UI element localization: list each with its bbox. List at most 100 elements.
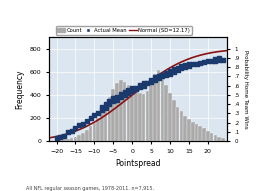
Bar (206, 131, 210, 141)
Point (96, 112, 100, 115)
Bar (112, 89, 115, 141)
Point (62, 134, 66, 137)
Bar (172, 100, 176, 141)
Bar (168, 93, 172, 141)
Point (73, 127, 78, 130)
Y-axis label: Probability Home Team Wins: Probability Home Team Wins (243, 50, 248, 129)
Point (123, 93, 127, 96)
Bar (104, 105, 108, 141)
Bar (221, 138, 225, 141)
Bar (153, 74, 157, 141)
Bar (145, 91, 149, 141)
Text: All NFL regular season games, 1978-2011. n=7,915.: All NFL regular season games, 1978-2011.… (26, 186, 154, 191)
Bar (210, 133, 214, 141)
Point (92, 114, 97, 117)
Point (172, 70, 176, 73)
Point (187, 65, 191, 68)
Bar (58, 140, 62, 141)
Point (100, 108, 104, 111)
Bar (123, 82, 127, 141)
Point (153, 76, 157, 79)
Point (191, 63, 195, 66)
Point (217, 58, 221, 61)
Point (183, 64, 187, 67)
Bar (157, 70, 160, 141)
Bar (149, 83, 153, 141)
Bar (180, 111, 183, 141)
X-axis label: Pointspread: Pointspread (115, 159, 161, 168)
Point (69, 129, 74, 133)
Point (119, 92, 123, 96)
Point (179, 67, 184, 70)
Bar (134, 90, 138, 141)
Point (156, 74, 161, 77)
Bar (108, 97, 111, 141)
Point (160, 75, 165, 78)
Point (119, 95, 123, 98)
Point (81, 122, 85, 125)
Point (217, 57, 221, 60)
Point (104, 103, 108, 106)
Point (164, 73, 168, 76)
Point (145, 81, 149, 84)
Point (115, 95, 119, 98)
Point (172, 68, 176, 71)
Point (134, 86, 138, 89)
Point (141, 81, 146, 84)
Bar (130, 88, 134, 141)
Point (130, 90, 134, 93)
Point (213, 59, 218, 62)
Point (134, 88, 138, 91)
Point (175, 69, 180, 72)
Bar (142, 94, 145, 141)
Bar (191, 121, 195, 141)
Point (66, 130, 70, 134)
Y-axis label: Frequency: Frequency (15, 70, 24, 109)
Point (88, 117, 93, 120)
Point (160, 73, 165, 76)
Bar (74, 137, 77, 141)
Bar (214, 135, 217, 141)
Bar (176, 107, 179, 141)
Point (123, 91, 127, 94)
Point (107, 103, 112, 106)
Bar (55, 140, 58, 141)
Point (107, 100, 112, 103)
Point (104, 106, 108, 109)
Bar (127, 85, 130, 141)
Bar (115, 83, 119, 141)
Point (77, 124, 81, 127)
Point (164, 71, 168, 74)
Bar (100, 112, 104, 141)
Bar (85, 130, 89, 141)
Point (179, 65, 184, 68)
Point (130, 87, 134, 90)
Point (54, 137, 59, 140)
Bar (202, 129, 206, 141)
Bar (138, 93, 141, 141)
Point (210, 59, 214, 62)
Bar (81, 133, 85, 141)
Bar (119, 80, 123, 141)
Bar (70, 138, 73, 141)
Point (206, 59, 210, 62)
Point (198, 61, 203, 64)
Point (187, 62, 191, 65)
Point (194, 62, 199, 65)
Legend: Count, Actual Mean, Normal (SD=12.17): Count, Actual Mean, Normal (SD=12.17) (56, 26, 192, 35)
Point (175, 67, 180, 70)
Point (213, 57, 218, 61)
Point (149, 80, 153, 83)
Bar (89, 126, 92, 141)
Point (115, 98, 119, 101)
Point (202, 60, 206, 63)
Bar (199, 126, 202, 141)
Bar (62, 139, 66, 141)
Bar (195, 124, 198, 141)
Point (156, 77, 161, 80)
Point (85, 119, 89, 122)
Point (141, 84, 146, 87)
Point (111, 96, 115, 99)
Point (138, 83, 142, 86)
Point (168, 69, 172, 72)
